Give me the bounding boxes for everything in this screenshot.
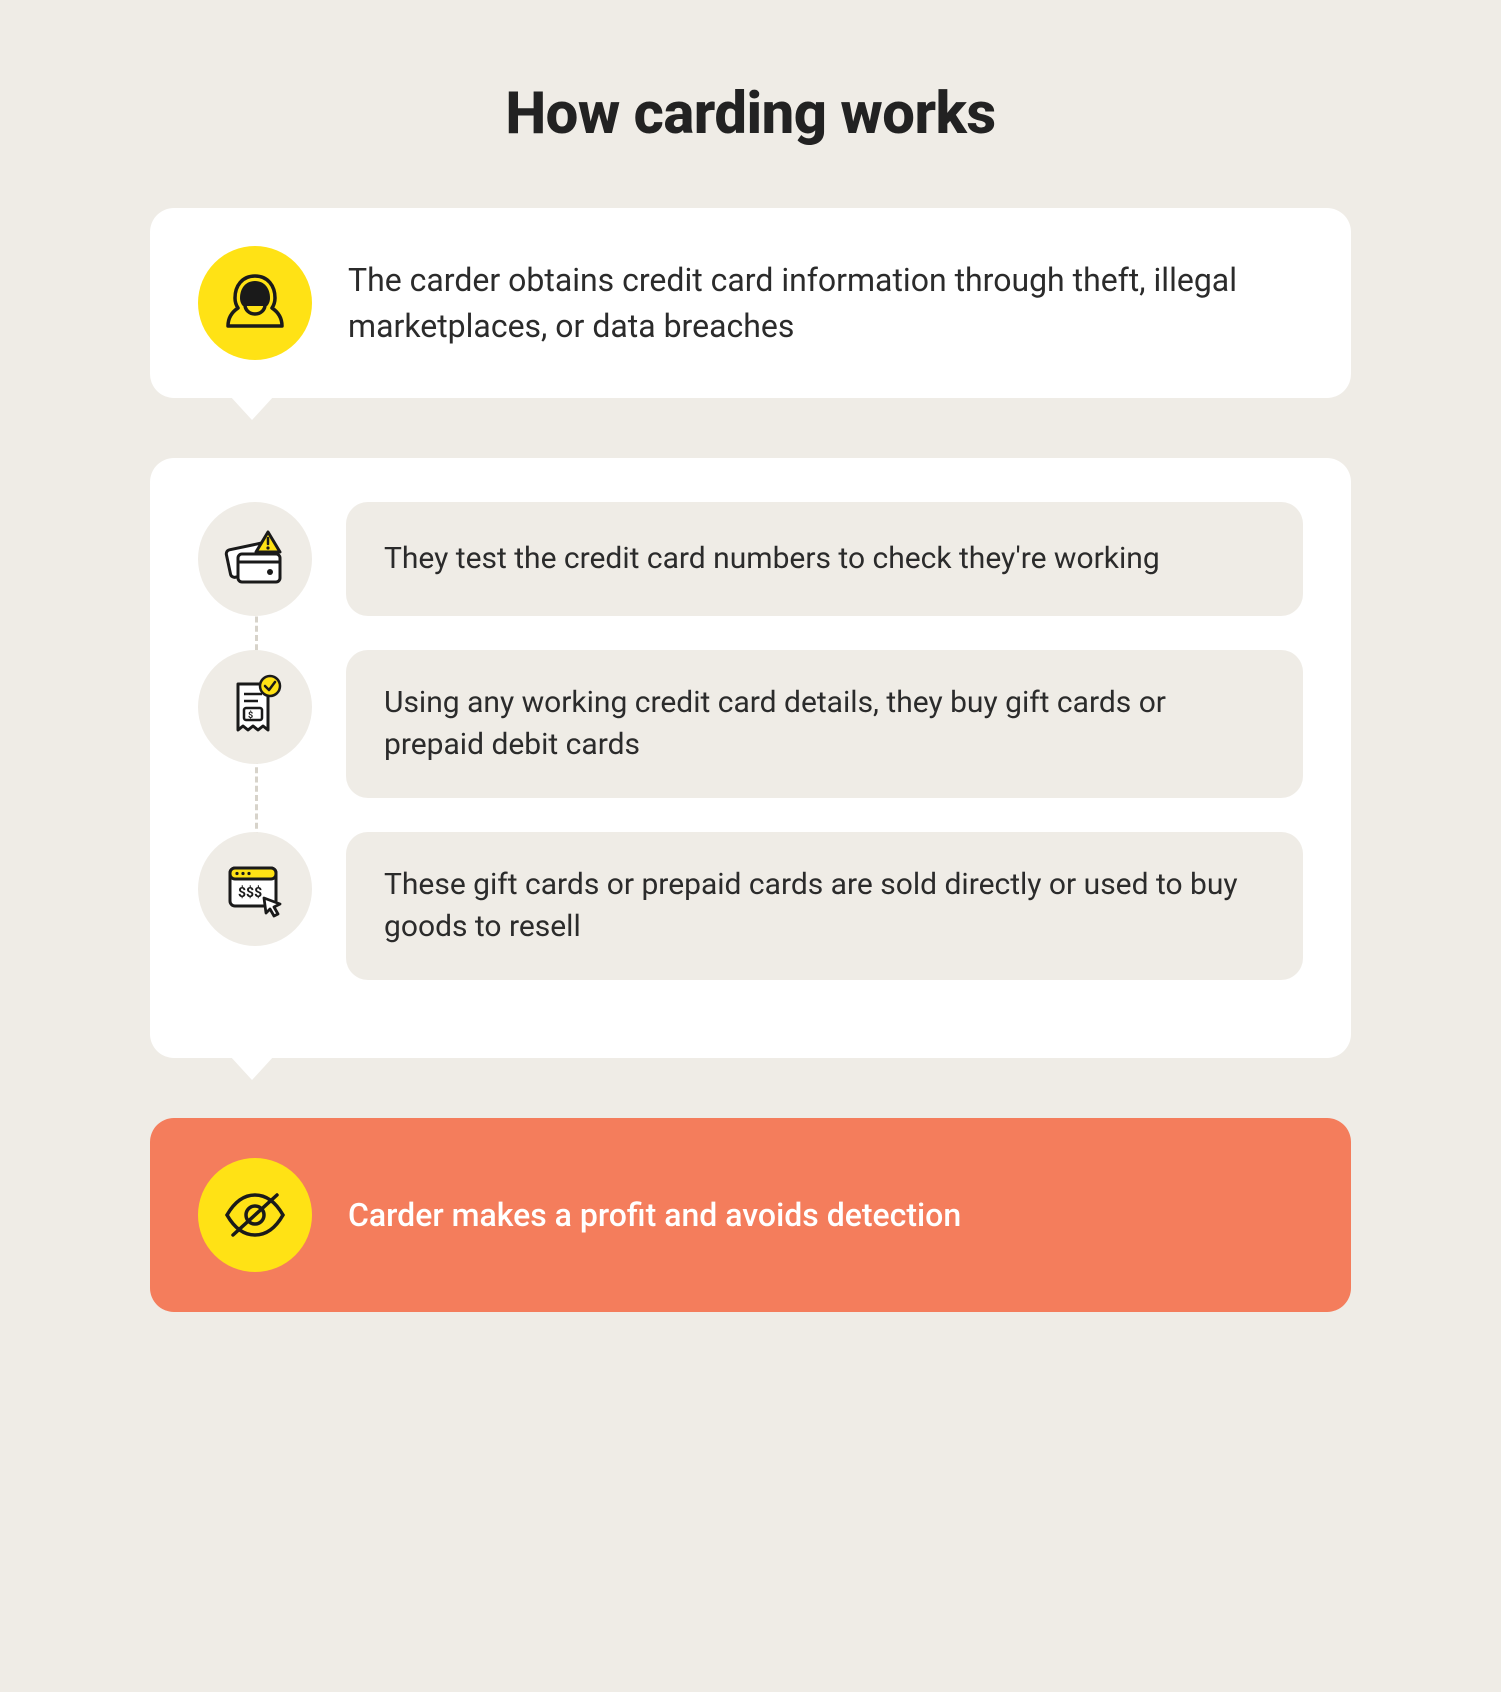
cards-warning-icon — [198, 502, 312, 616]
step-row: $ Using any working credit card details,… — [198, 650, 1303, 798]
svg-text:$$$: $$$ — [238, 884, 262, 901]
connector-line — [255, 758, 258, 838]
steps-card: They test the credit card numbers to che… — [150, 458, 1351, 1058]
browser-money-icon: $$$ — [198, 832, 312, 946]
step-text: Using any working credit card details, t… — [346, 650, 1303, 798]
step-text: These gift cards or prepaid cards are so… — [346, 832, 1303, 980]
intro-text: The carder obtains credit card informati… — [348, 257, 1303, 350]
intro-card: The carder obtains credit card informati… — [150, 208, 1351, 398]
speech-pointer-icon — [230, 1056, 274, 1080]
hooded-figure-icon — [198, 246, 312, 360]
page-title: How carding works — [150, 80, 1351, 148]
eye-slash-icon — [198, 1158, 312, 1272]
conclusion-card: Carder makes a profit and avoids detecti… — [150, 1118, 1351, 1312]
speech-pointer-icon — [230, 396, 274, 420]
svg-text:$: $ — [248, 710, 253, 721]
step-row: They test the credit card numbers to che… — [198, 502, 1303, 616]
step-text: They test the credit card numbers to che… — [346, 502, 1303, 616]
conclusion-text: Carder makes a profit and avoids detecti… — [348, 1196, 961, 1234]
receipt-check-icon: $ — [198, 650, 312, 764]
step-row: $$$ These gift cards or prepaid cards ar… — [198, 832, 1303, 980]
